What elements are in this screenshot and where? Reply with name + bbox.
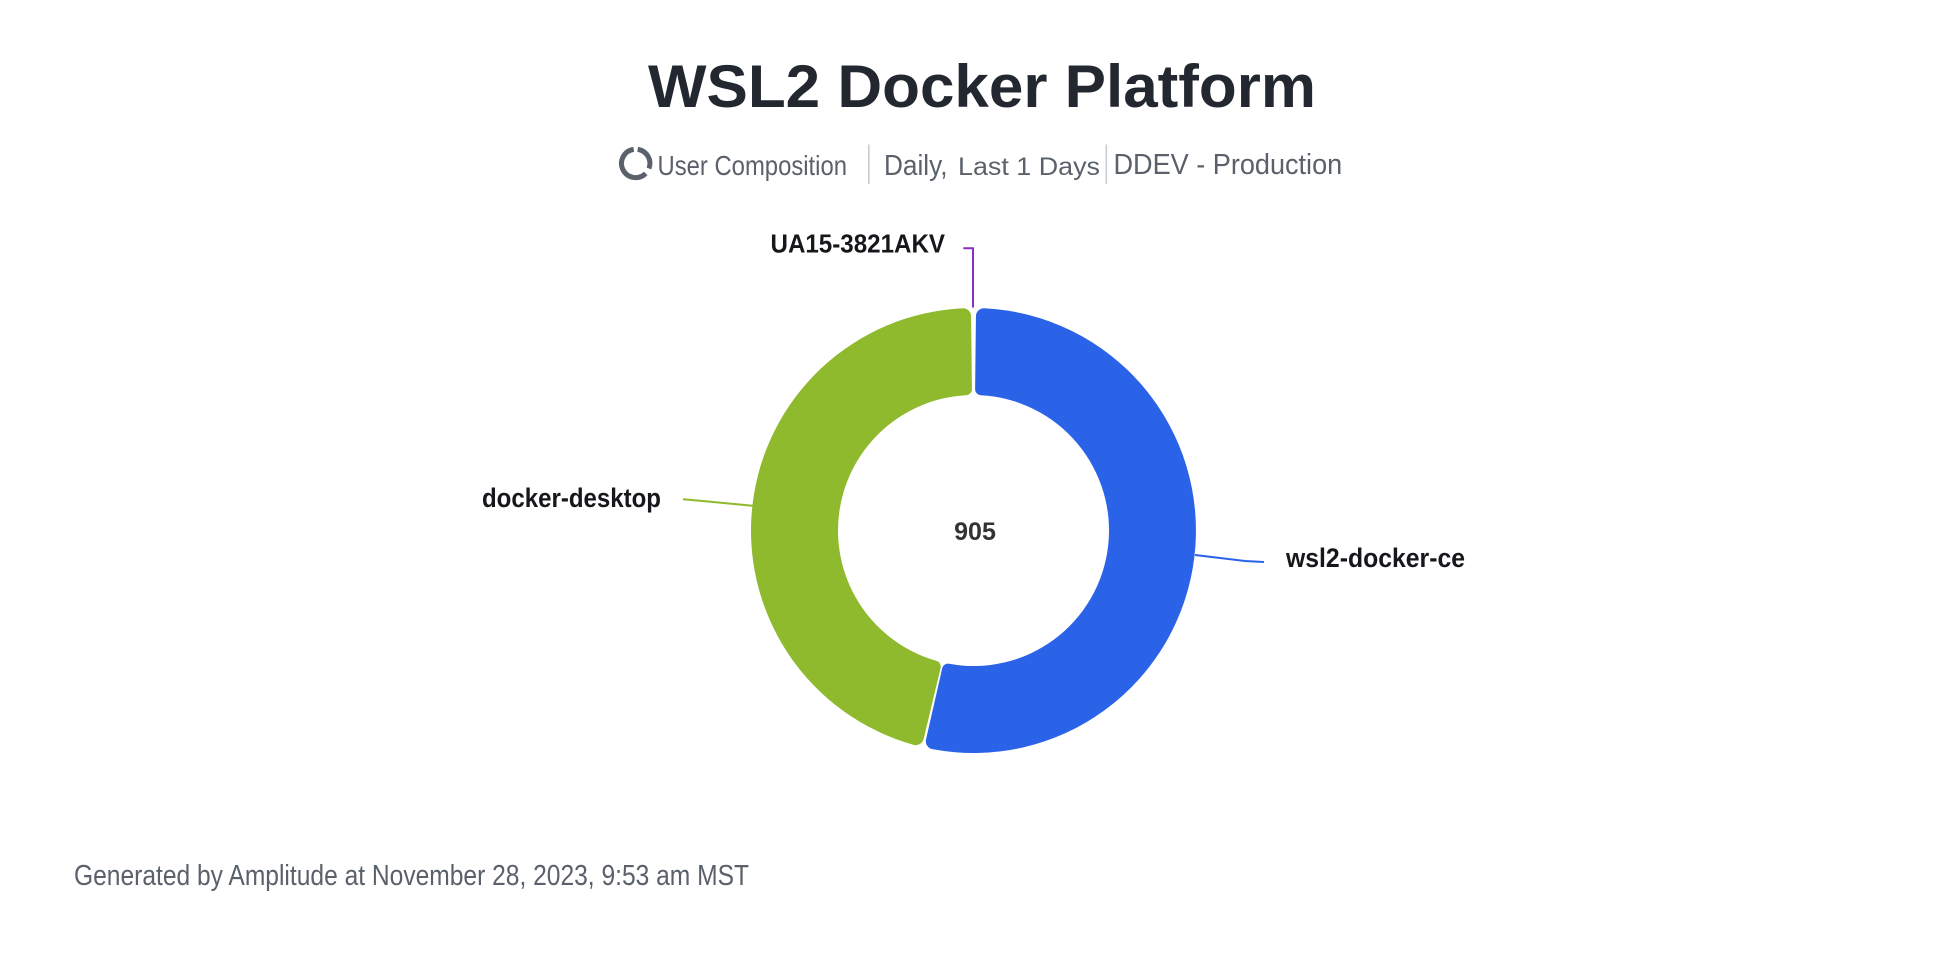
svg-text:Last 1 Days: Last 1 Days [958, 153, 1100, 181]
svg-text:Daily,: Daily, [884, 150, 948, 182]
svg-text:User Composition: User Composition [658, 150, 848, 181]
svg-text:DDEV - Production: DDEV - Production [1114, 149, 1343, 181]
svg-text:docker-desktop: docker-desktop [482, 483, 661, 513]
svg-text:WSL2 Docker Platform: WSL2 Docker Platform [648, 53, 1316, 120]
svg-text:Generated by Amplitude at Nove: Generated by Amplitude at November 28, 2… [74, 860, 749, 892]
svg-text:UA15-3821AKV: UA15-3821AKV [771, 229, 946, 259]
svg-text:905: 905 [954, 518, 996, 546]
svg-text:wsl2-docker-ce: wsl2-docker-ce [1285, 543, 1465, 573]
